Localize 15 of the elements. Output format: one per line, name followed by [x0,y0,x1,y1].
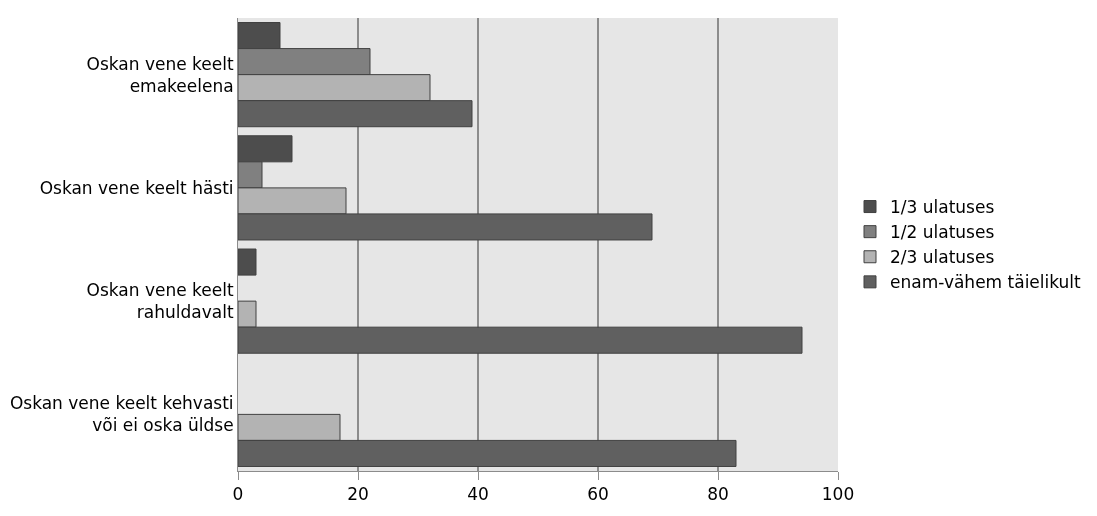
x-tick-label: 0 [232,484,244,505]
y-tick-label: Oskan vene keelt hästi [39,177,234,198]
legend-label: 1/3 ulatuses [890,197,995,218]
legend-label: 1/2 ulatuses [890,222,995,243]
x-tick-label: 40 [467,484,489,505]
y-tick-label: Oskan vene keelt kehvasti või ei oska üldse [9,393,234,436]
x-tick-label: 100 [821,484,855,505]
bar [238,248,257,276]
x-tick-label: 80 [707,484,729,505]
legend-label: enam-vähem täielikult [890,272,1082,293]
x-tick-label: 20 [347,484,369,505]
y-tick-label: Oskan vene keelt rahuldavalt [86,280,234,323]
y-tick-label: Oskan vene keelt emakeelena [86,53,234,96]
x-tick-label: 60 [587,484,609,505]
legend-label: 2/3 ulatuses [890,247,995,268]
